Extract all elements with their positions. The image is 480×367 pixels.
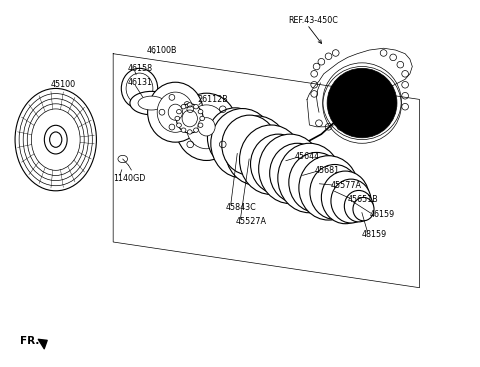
Ellipse shape (175, 93, 238, 160)
Ellipse shape (310, 164, 360, 219)
Ellipse shape (259, 134, 322, 204)
Text: 45651B: 45651B (348, 196, 378, 204)
Ellipse shape (193, 105, 198, 109)
Text: 45100: 45100 (51, 80, 76, 89)
Ellipse shape (353, 197, 374, 221)
Text: 46159: 46159 (369, 210, 395, 219)
Ellipse shape (240, 125, 303, 195)
Text: 45527A: 45527A (235, 217, 266, 226)
Ellipse shape (187, 130, 192, 134)
Text: 1140GD: 1140GD (113, 174, 145, 182)
Text: 45681: 45681 (314, 166, 339, 175)
FancyArrowPatch shape (38, 339, 47, 349)
Text: 46100B: 46100B (147, 46, 177, 55)
Ellipse shape (157, 92, 193, 132)
Ellipse shape (327, 68, 397, 138)
Ellipse shape (225, 116, 288, 185)
Ellipse shape (207, 108, 263, 168)
Ellipse shape (177, 123, 181, 127)
Text: 46131: 46131 (128, 79, 153, 87)
Ellipse shape (176, 104, 203, 133)
Text: 45247A: 45247A (158, 117, 190, 126)
Ellipse shape (331, 179, 371, 223)
Ellipse shape (181, 105, 186, 109)
Ellipse shape (148, 82, 203, 142)
Ellipse shape (278, 143, 341, 213)
Ellipse shape (186, 105, 227, 149)
Ellipse shape (322, 171, 369, 224)
Ellipse shape (130, 91, 173, 115)
Text: 45843C: 45843C (226, 203, 256, 212)
Ellipse shape (187, 103, 192, 107)
Text: REF.43-450C: REF.43-450C (288, 16, 338, 25)
Text: 46158: 46158 (128, 64, 153, 73)
Ellipse shape (200, 116, 204, 121)
Ellipse shape (198, 123, 203, 127)
Text: 26112B: 26112B (197, 95, 228, 104)
Ellipse shape (193, 128, 198, 132)
Ellipse shape (182, 110, 197, 127)
Text: FR.: FR. (20, 336, 39, 346)
Ellipse shape (251, 134, 306, 194)
Ellipse shape (289, 152, 344, 212)
Text: 48159: 48159 (362, 230, 387, 239)
Ellipse shape (222, 115, 277, 175)
Text: 45577A: 45577A (331, 181, 362, 190)
Ellipse shape (198, 118, 215, 136)
Ellipse shape (177, 109, 181, 114)
Ellipse shape (168, 104, 182, 120)
Ellipse shape (181, 128, 186, 132)
Ellipse shape (344, 190, 373, 222)
Ellipse shape (299, 156, 358, 220)
Ellipse shape (49, 132, 62, 147)
Ellipse shape (198, 109, 203, 114)
Text: 45644: 45644 (295, 152, 320, 161)
Ellipse shape (211, 109, 274, 178)
Ellipse shape (175, 116, 180, 121)
Ellipse shape (270, 143, 325, 203)
Ellipse shape (138, 96, 165, 110)
